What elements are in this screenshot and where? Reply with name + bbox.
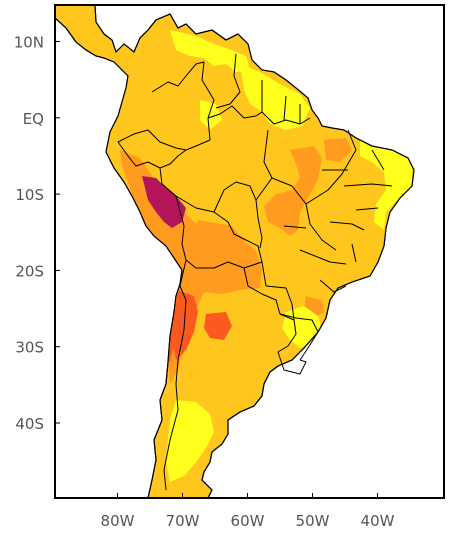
lat-tick-label: 20S [15,262,44,280]
shade-central-peru [142,176,186,228]
map-area [55,5,415,498]
shade-central-brazil [264,146,322,236]
border-peru-brazil-bolivia [175,195,267,287]
shade-northwest-argentina [172,290,232,360]
lon-tick-label: 80W [101,512,135,530]
border-bolivia-brazil [213,181,263,249]
lat-tick-label: 40S [15,415,44,433]
lat-tick-label: EQ [23,110,44,128]
lon-tick-label: 70W [166,512,200,530]
coastline [55,5,415,498]
lat-tick-label: 10S [15,186,44,204]
lat-tick-label: 10N [14,34,44,52]
border-colombia-venezuela [151,61,215,119]
border-guianas [261,80,301,124]
shade-guiana-shield [200,64,310,130]
border-argentina-chile [163,299,187,491]
shade-gran-chaco [188,220,248,296]
latitude-axis: 10N EQ 10S 20S 30S 40S [14,34,60,433]
lat-tick-label: 30S [15,339,44,357]
lon-tick-label: 40W [361,512,395,530]
shade-central-brazil-east [304,138,352,318]
border-colombia-brazil [185,117,211,151]
border-bolivia-argentina [185,259,263,269]
shade-venezuelan-andes [170,30,250,72]
border-ecuador-peru [117,141,161,169]
border-peru-bolivia-chile [175,195,187,301]
border-argentina-uruguay-brazil [277,313,319,375]
border-brazil-internal-states [255,129,393,293]
border-venezuela-guyana [215,53,241,109]
country-borders [117,53,393,491]
shaded-field [100,30,414,482]
map-frame [54,4,445,499]
longitude-axis: 80W 70W 60W 50W 40W [101,493,395,530]
lon-tick-label: 50W [296,512,330,530]
lon-tick-label: 60W [231,512,265,530]
border-venezuela-brazil [207,105,311,125]
